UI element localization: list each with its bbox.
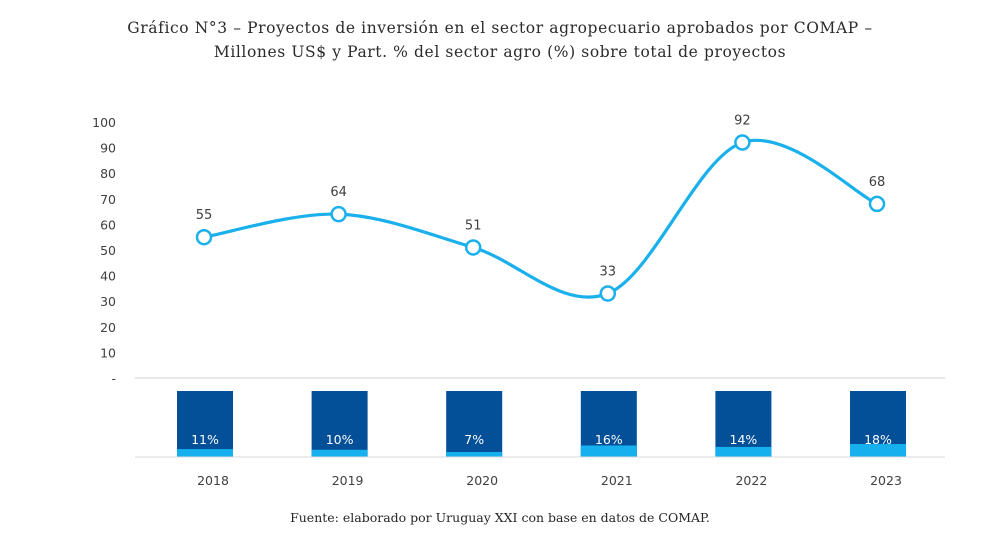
data-label: 64 — [330, 185, 347, 200]
y-axis: - 10 20 30 40 50 60 70 80 90 100 — [92, 115, 116, 386]
share-bars: 11% 10% 7% 16% 14% 18% — [177, 391, 906, 457]
data-point — [868, 195, 886, 213]
data-point — [195, 228, 213, 246]
share-bar-label: 18% — [864, 432, 892, 447]
data-point — [464, 239, 482, 256]
y-tick-label: 40 — [100, 269, 116, 284]
share-bar-fill — [446, 451, 503, 457]
chart-title-line-1: Gráfico N°3 – Proyectos de inversión en … — [127, 19, 873, 37]
data-label: 33 — [600, 265, 617, 280]
data-point — [330, 205, 347, 223]
share-bar-fill — [311, 449, 368, 457]
chart-title-line-2: Millones US$ y Part. % del sector agro (… — [213, 43, 787, 61]
data-point — [599, 285, 617, 302]
y-tick-label: - — [111, 371, 116, 386]
share-bar-label: 11% — [191, 432, 219, 447]
y-tick-label: 70 — [100, 192, 116, 207]
source-note: Fuente: elaborado por Uruguay XXI con ba… — [290, 510, 710, 525]
share-bar-fill — [715, 446, 772, 457]
y-tick-label: 60 — [100, 217, 116, 232]
share-bar-fill — [850, 444, 906, 457]
y-tick-label: 50 — [100, 243, 116, 258]
x-tick-label: 2020 — [466, 473, 498, 488]
y-tick-label: 80 — [100, 166, 116, 181]
share-bar-label: 16% — [595, 432, 623, 447]
x-tick-label: 2022 — [735, 473, 767, 488]
data-point — [734, 134, 751, 151]
x-tick-label: 2023 — [870, 473, 902, 488]
share-bar — [311, 391, 368, 457]
data-label: 51 — [465, 218, 482, 233]
y-tick-label: 10 — [100, 345, 116, 360]
x-axis: 2018 2019 2020 2021 2022 2023 — [197, 473, 902, 488]
y-tick-label: 100 — [92, 115, 116, 130]
share-bar — [446, 391, 503, 457]
y-tick-label: 30 — [100, 294, 116, 309]
chart-title: Gráfico N°3 – Proyectos de inversión en … — [0, 16, 1000, 64]
value-line: 55 64 51 33 92 68 — [195, 113, 886, 302]
x-tick-label: 2018 — [197, 473, 229, 488]
share-bar — [177, 391, 233, 457]
share-bar — [715, 391, 772, 457]
x-tick-label: 2021 — [601, 473, 633, 488]
y-tick-label: 90 — [100, 141, 116, 156]
share-bar-fill — [580, 445, 637, 457]
y-tick-label: 20 — [100, 320, 116, 335]
x-tick-label: 2019 — [332, 473, 364, 488]
share-bar-label: 14% — [730, 432, 758, 447]
data-label: 68 — [869, 175, 886, 190]
data-label: 92 — [734, 113, 751, 128]
share-bar-label: 7% — [464, 432, 484, 447]
series-line — [202, 138, 879, 299]
share-bar-label: 10% — [326, 432, 354, 447]
share-bar-fill — [177, 449, 233, 457]
data-label: 55 — [196, 208, 213, 223]
